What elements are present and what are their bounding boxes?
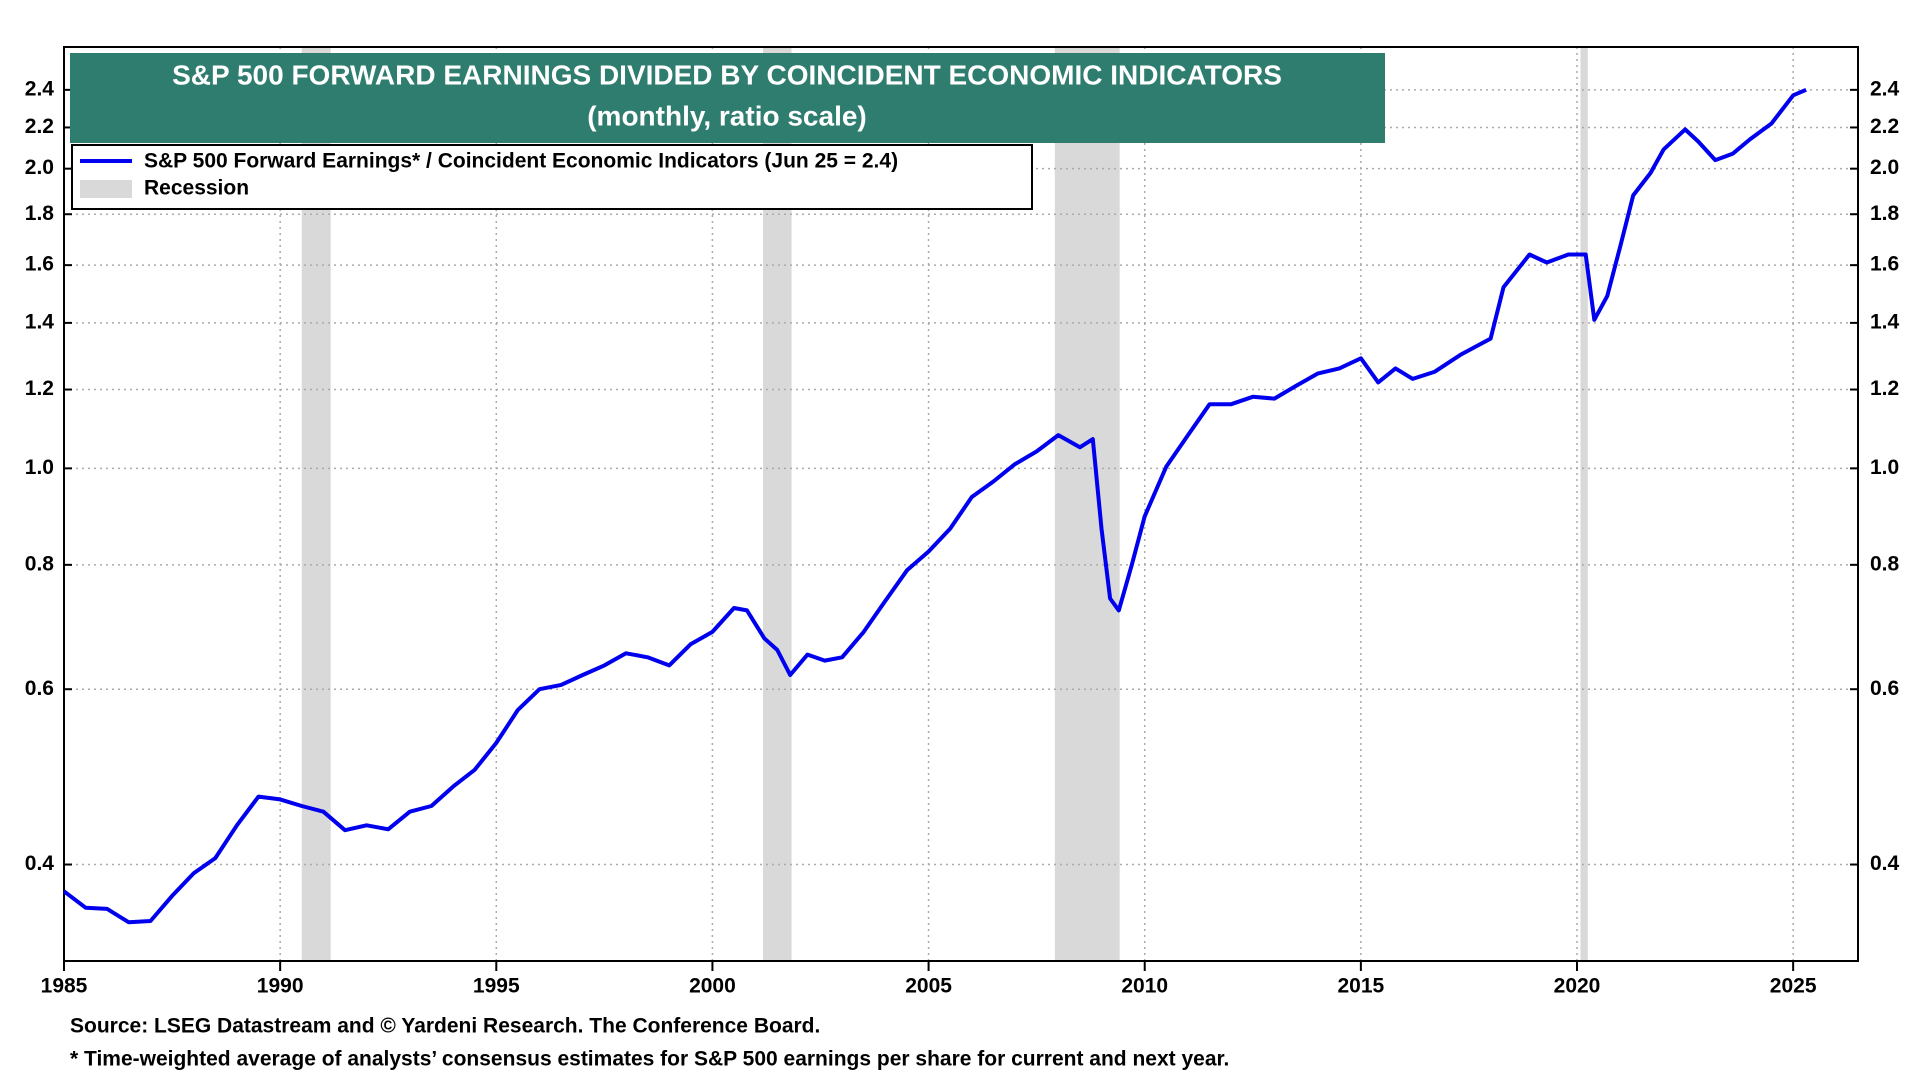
x-tick-label: 1985 [41,975,88,998]
x-tick-label: 2025 [1770,975,1817,998]
y2-tick-label: 1.6 [1870,253,1899,276]
y-tick-label: 0.8 [25,552,55,575]
y-tick-label: 0.4 [25,852,55,875]
x-tick-label: 2015 [1338,975,1385,998]
chart-subtitle: (monthly, ratio scale) [587,100,867,131]
chart-title: S&P 500 FORWARD EARNINGS DIVIDED BY COIN… [172,59,1282,90]
y2-tick-label: 1.8 [1870,202,1900,225]
plot-frame [63,46,1859,962]
x-tick-label: 2010 [1121,975,1168,998]
y2-tick-label: 2.4 [1870,77,1900,100]
x-tick-label: 2005 [905,975,952,998]
source-note: Source: LSEG Datastream and © Yardeni Re… [70,1015,820,1038]
recession-band [1580,47,1588,961]
recession-band [1054,47,1120,961]
y2-tick-label: 1.0 [1870,456,1899,479]
x-tick-label: 2000 [689,975,736,998]
y-tick-label: 2.0 [25,156,54,179]
y-tick-label: 1.2 [25,377,54,400]
y2-tick-label: 0.6 [1870,677,1899,700]
legend-label: S&P 500 Forward Earnings* / Coincident E… [144,150,898,173]
y2-tick-label: 1.4 [1870,310,1900,333]
legend-recession-swatch [80,180,132,198]
y2-tick-label: 0.8 [1870,552,1900,575]
title-box [70,53,1385,143]
y2-tick-label: 0.4 [1870,852,1900,875]
y-tick-label: 2.4 [25,77,55,100]
y-tick-label: 1.4 [25,310,55,333]
y2-tick-label: 2.0 [1870,156,1899,179]
y2-tick-label: 1.2 [1870,377,1899,400]
legend-label: Recession [144,177,249,200]
x-tick-label: 1990 [257,975,304,998]
y-tick-label: 1.8 [25,202,55,225]
footnote: * Time-weighted average of analysts’ con… [70,1048,1229,1071]
foreground-layer: 0.4 0.4 0.6 0.6 0.8 0.8 1.0 1.0 1.2 1.2 1.4 1.4 1.6 1… [25,77,1900,997]
y-tick-label: 0.6 [25,677,54,700]
y-tick-label: 1.0 [25,456,54,479]
data-line [62,87,1807,925]
x-tick-label: 1995 [473,975,520,998]
legend [71,144,1033,210]
y-tick-label: 1.6 [25,253,54,276]
y-tick-label: 2.2 [25,115,54,138]
x-tick-label: 2020 [1554,975,1601,998]
y2-tick-label: 2.2 [1870,115,1899,138]
